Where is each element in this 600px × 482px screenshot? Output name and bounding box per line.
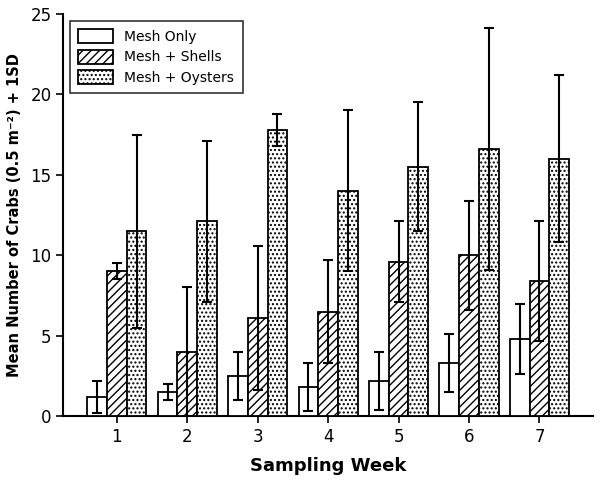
X-axis label: Sampling Week: Sampling Week [250,457,406,475]
Bar [197,221,217,416]
Bar [409,167,428,416]
Bar [127,231,146,416]
Bar [549,159,569,416]
Bar [158,392,178,416]
Legend: Mesh Only, Mesh + Shells, Mesh + Oysters: Mesh Only, Mesh + Shells, Mesh + Oysters [70,21,242,93]
Bar [389,262,409,416]
Bar [107,271,127,416]
Bar [178,352,197,416]
Bar [369,381,389,416]
Bar [338,191,358,416]
Bar [299,387,318,416]
Bar [248,318,268,416]
Bar [479,149,499,416]
Bar [439,363,459,416]
Bar [510,339,530,416]
Bar [530,281,549,416]
Bar [87,397,107,416]
Bar [318,311,338,416]
Y-axis label: Mean Number of Crabs (0.5 m⁻²) + 1SD: Mean Number of Crabs (0.5 m⁻²) + 1SD [7,53,22,377]
Bar [459,255,479,416]
Bar [228,376,248,416]
Bar [268,130,287,416]
